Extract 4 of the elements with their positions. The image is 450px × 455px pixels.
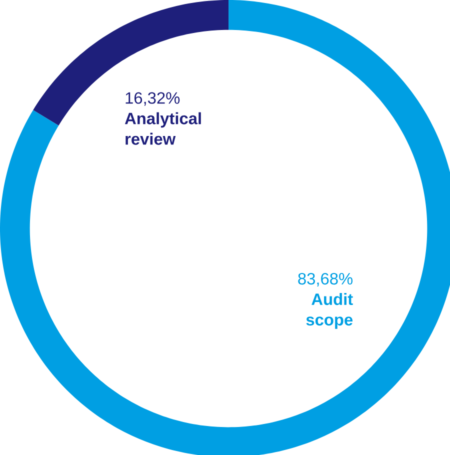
slice-label: Analytical review bbox=[125, 112, 201, 145]
data-label: 16,32% bbox=[126, 92, 180, 106]
data-label: 83,68% bbox=[298, 272, 353, 286]
slice-label: Audit scope bbox=[306, 293, 353, 329]
